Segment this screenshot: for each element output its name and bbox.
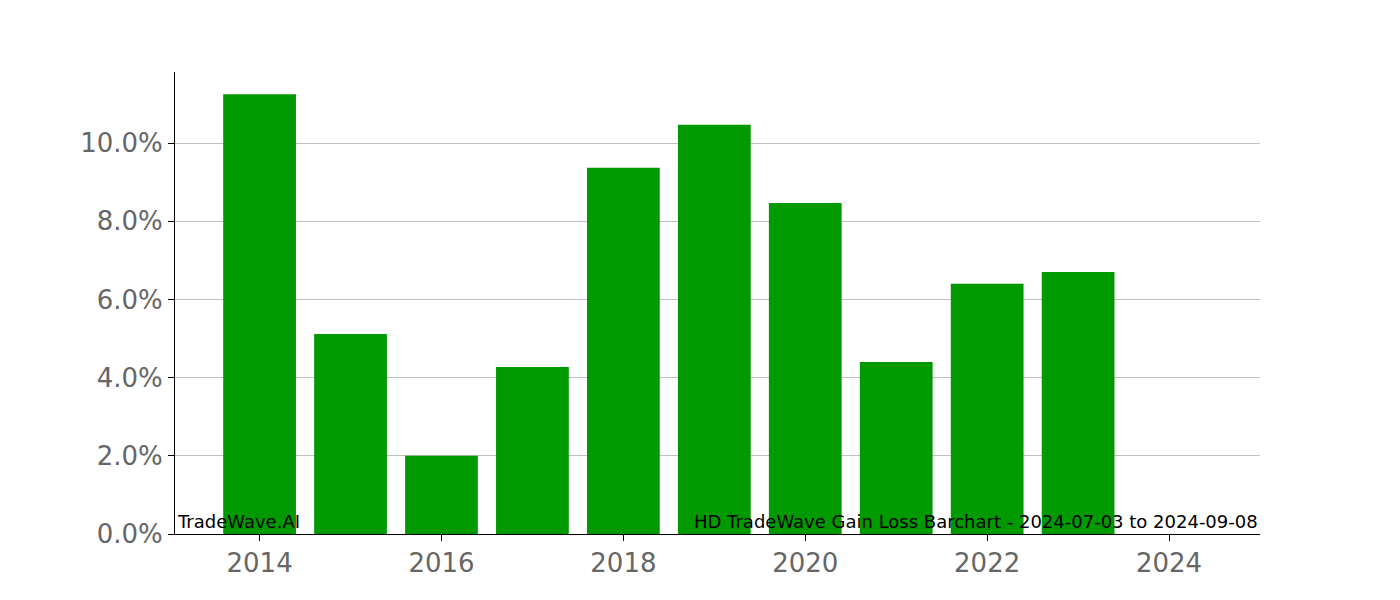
svg-text:0.0%: 0.0% — [97, 519, 163, 549]
svg-text:6.0%: 6.0% — [97, 285, 163, 315]
svg-text:2018: 2018 — [590, 548, 656, 578]
svg-text:2024: 2024 — [1136, 548, 1202, 578]
svg-text:2016: 2016 — [408, 548, 474, 578]
svg-text:2.0%: 2.0% — [97, 441, 163, 471]
svg-text:2022: 2022 — [954, 548, 1020, 578]
svg-text:4.0%: 4.0% — [97, 363, 163, 393]
svg-text:8.0%: 8.0% — [97, 206, 163, 236]
svg-text:2014: 2014 — [226, 548, 292, 578]
svg-text:TradeWave.AI: TradeWave.AI — [177, 511, 300, 532]
svg-text:10.0%: 10.0% — [80, 128, 163, 158]
svg-text:HD TradeWave Gain Loss Barchar: HD TradeWave Gain Loss Barchart - 2024-0… — [694, 511, 1258, 532]
svg-text:2020: 2020 — [772, 548, 838, 578]
